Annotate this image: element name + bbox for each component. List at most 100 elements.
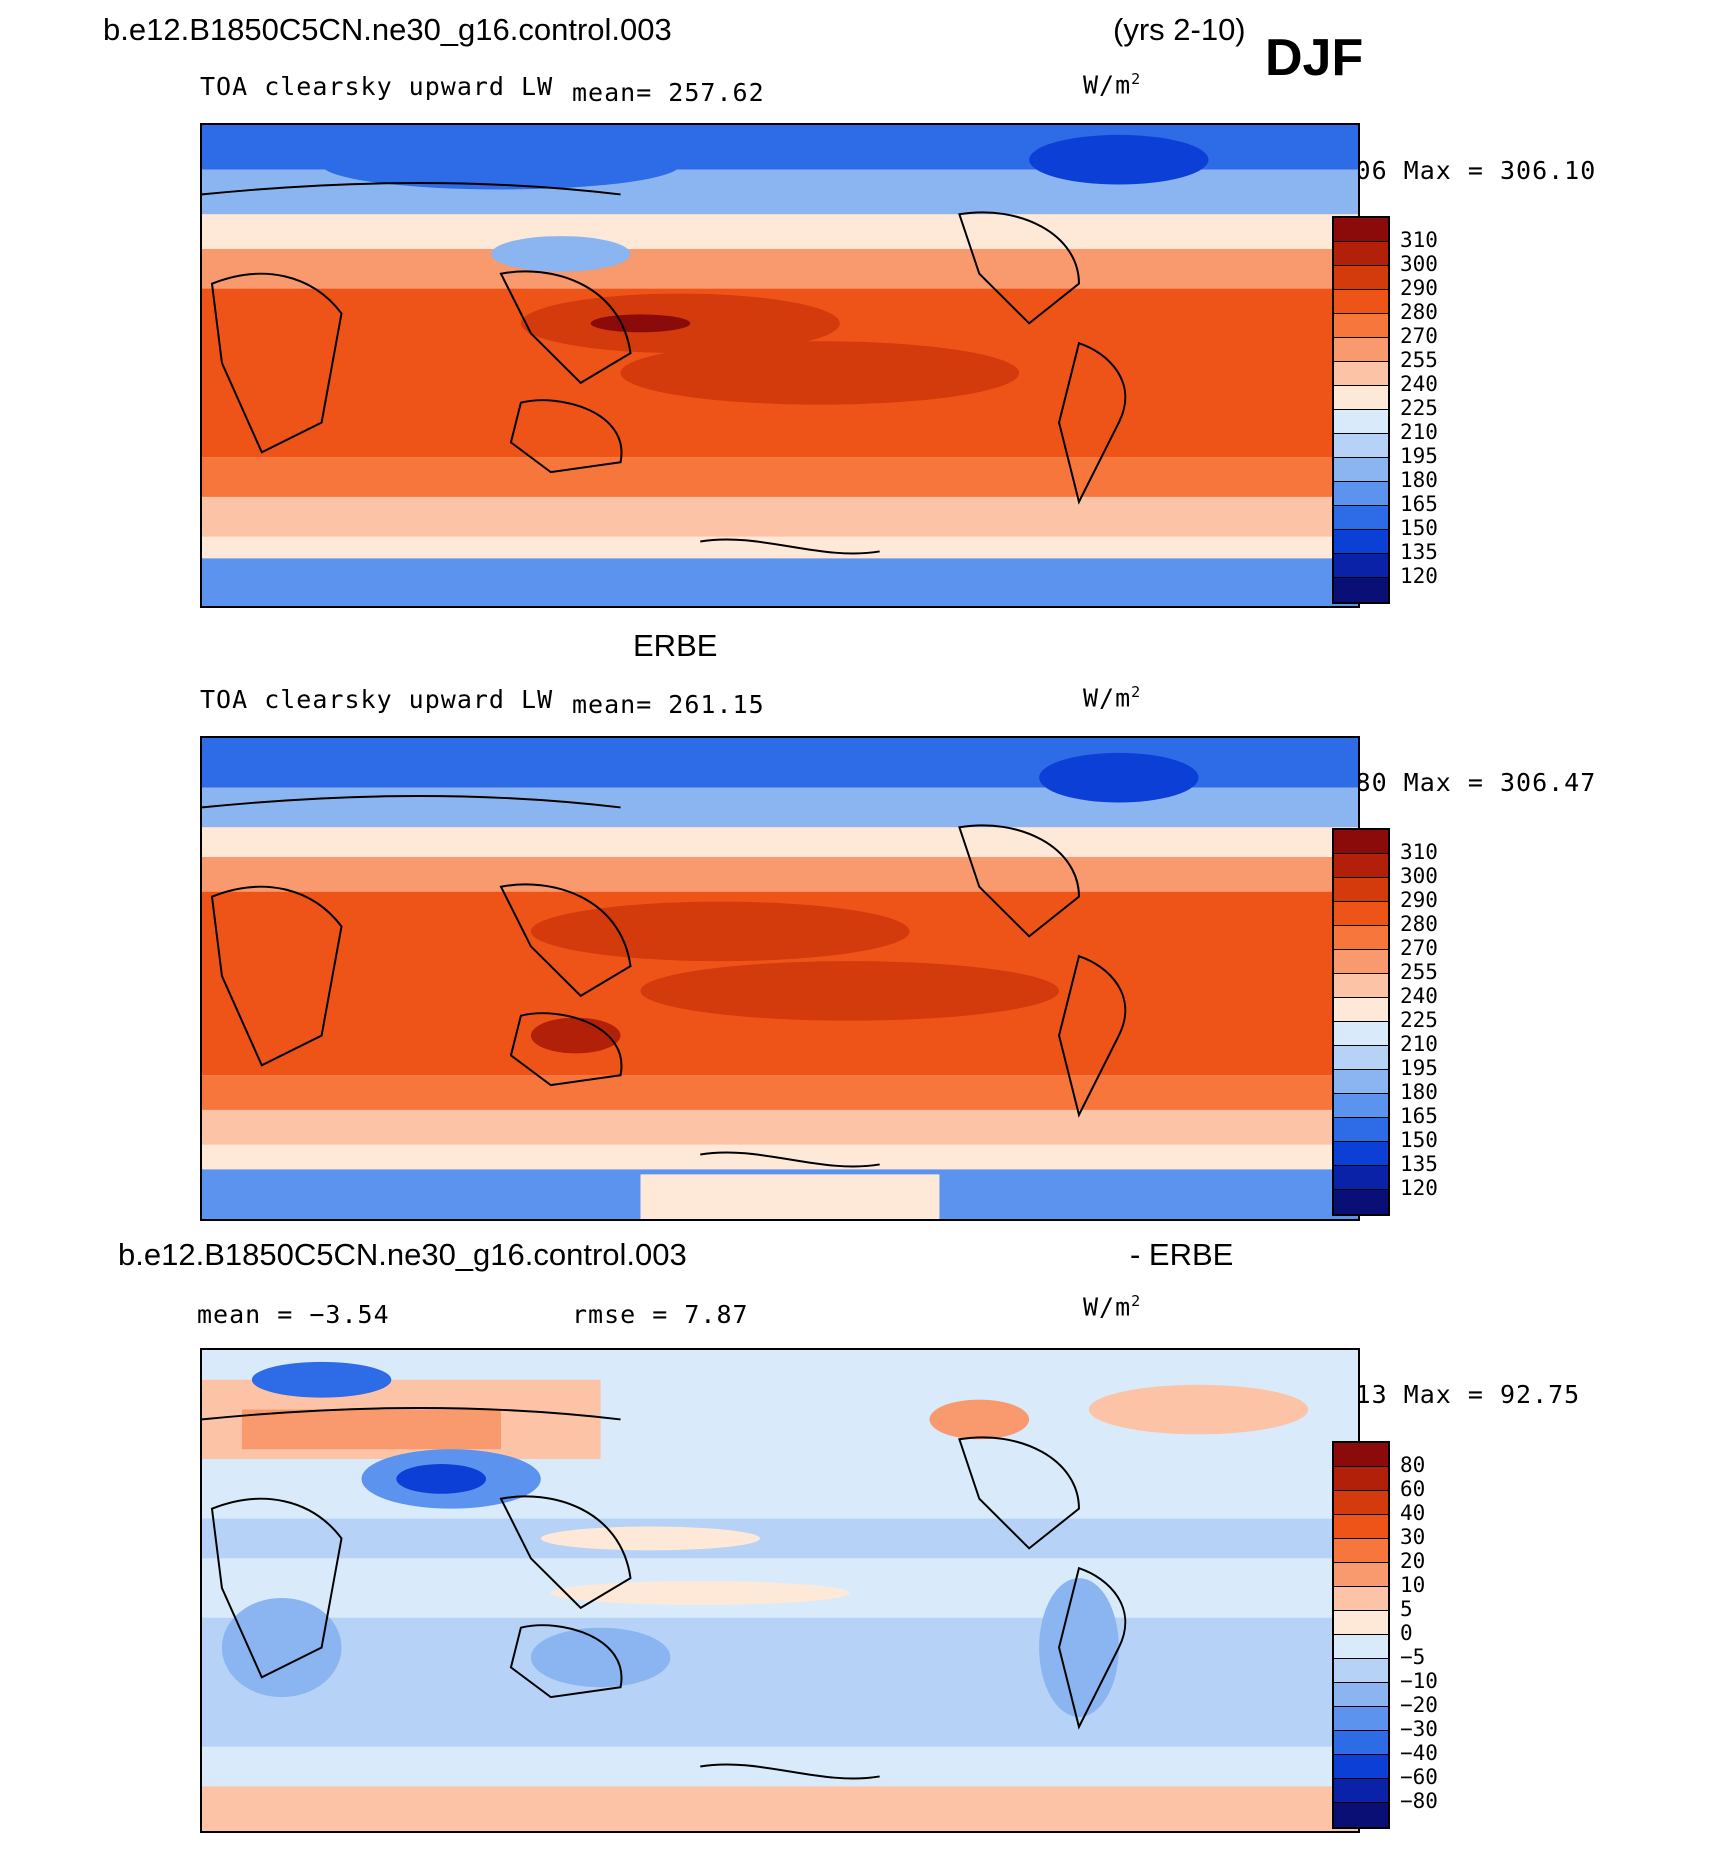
colorbar-segment <box>1334 1635 1388 1659</box>
colorbar-segment <box>1334 1190 1388 1214</box>
colorbar-segment <box>1334 1070 1388 1094</box>
colorbar-tick-label: 5 <box>1400 1597 1413 1621</box>
colorbar-segment <box>1334 1443 1388 1467</box>
colorbar-segment <box>1334 926 1388 950</box>
colorbar-tick-label: 280 <box>1400 300 1438 324</box>
colorbar-tick-label: 0 <box>1400 1621 1413 1645</box>
colorbar-tick-label: 300 <box>1400 864 1438 888</box>
colorbar-segment <box>1334 386 1388 410</box>
colorbar-tick-label: 30 <box>1400 1525 1426 1549</box>
colorbar-tick-label: 150 <box>1400 1128 1438 1152</box>
colorbar-tick-label: 60 <box>1400 1477 1426 1501</box>
colorbar-segment <box>1334 530 1388 554</box>
panel2-title: ERBE <box>633 628 718 663</box>
colorbar-tick-label: 255 <box>1400 960 1438 984</box>
colorbar-tick-label: −20 <box>1400 1693 1438 1717</box>
colorbar-tick-label: 290 <box>1400 276 1438 300</box>
colorbar-tick-label: 280 <box>1400 912 1438 936</box>
colorbar-tick-label: 210 <box>1400 1032 1438 1056</box>
colorbar-segment <box>1334 878 1388 902</box>
colorbar-tick-label: −30 <box>1400 1717 1438 1741</box>
colorbar-segment <box>1334 1731 1388 1755</box>
colorbar-segment <box>1334 578 1388 602</box>
colorbar-segment <box>1334 1779 1388 1803</box>
colorbar-erbe <box>1332 828 1390 1216</box>
colorbar-tick-label: 195 <box>1400 444 1438 468</box>
colorbar-segment <box>1334 902 1388 926</box>
colorbar-segment <box>1334 1166 1388 1190</box>
colorbar-segment <box>1334 1707 1388 1731</box>
panel3-units: W/m2 <box>1083 1292 1142 1322</box>
colorbar-segment <box>1334 1755 1388 1779</box>
colorbar-segment <box>1334 410 1388 434</box>
colorbar-tick-label: 10 <box>1400 1573 1426 1597</box>
colorbar-segment <box>1334 1491 1388 1515</box>
colorbar-segment <box>1334 266 1388 290</box>
colorbar-tick-label: 255 <box>1400 348 1438 372</box>
colorbar-segment <box>1334 950 1388 974</box>
colorbar-segment <box>1334 1022 1388 1046</box>
colorbar-tick-label: 165 <box>1400 1104 1438 1128</box>
colorbar-tick-label: 270 <box>1400 324 1438 348</box>
colorbar-segment <box>1334 1094 1388 1118</box>
colorbar-segment <box>1334 1659 1388 1683</box>
colorbar-segment <box>1334 974 1388 998</box>
panel1-mean: mean= 257.62 <box>572 78 765 107</box>
colorbar-segment <box>1334 290 1388 314</box>
map-difference <box>200 1348 1360 1833</box>
colorbar-tick-label: 120 <box>1400 1176 1438 1200</box>
colorbar-tick-label: 40 <box>1400 1501 1426 1525</box>
colorbar-erbe-labels: 310 300 290 280 270 255 240 225 210 195 180 165 150 1… <box>1400 840 1438 1200</box>
colorbar-tick-label: −5 <box>1400 1645 1426 1669</box>
panel1-units: W/m2 <box>1083 70 1142 100</box>
colorbar-tick-label: 310 <box>1400 228 1438 252</box>
colorbar-tick-label: −80 <box>1400 1789 1438 1813</box>
colorbar-segment <box>1334 362 1388 386</box>
colorbar-segment <box>1334 1142 1388 1166</box>
colorbar-segment <box>1334 998 1388 1022</box>
colorbar-tick-label: 240 <box>1400 984 1438 1008</box>
colorbar-segment <box>1334 854 1388 878</box>
colorbar-tick-label: 180 <box>1400 1080 1438 1104</box>
colorbar-segment <box>1334 434 1388 458</box>
colorbar-tick-label: 270 <box>1400 936 1438 960</box>
case-title: b.e12.B1850C5CN.ne30_g16.control.003 <box>103 12 672 47</box>
colorbar-segment <box>1334 1611 1388 1635</box>
colorbar-segment <box>1334 554 1388 578</box>
colorbar-model-labels: 310 300 290 280 270 255 240 225 210 195 180 165 150 1… <box>1400 228 1438 588</box>
colorbar-tick-label: −10 <box>1400 1669 1438 1693</box>
colorbar-segment <box>1334 1587 1388 1611</box>
colorbar-segment <box>1334 1683 1388 1707</box>
colorbar-segment <box>1334 830 1388 854</box>
colorbar-segment <box>1334 338 1388 362</box>
map-erbe <box>200 736 1360 1221</box>
colorbar-tick-label: 135 <box>1400 1152 1438 1176</box>
colorbar-tick-label: 290 <box>1400 888 1438 912</box>
colorbar-tick-label: 150 <box>1400 516 1438 540</box>
panel2-mean: mean= 261.15 <box>572 690 765 719</box>
colorbar-tick-label: 310 <box>1400 840 1438 864</box>
colorbar-segment <box>1334 1539 1388 1563</box>
colorbar-segment <box>1334 218 1388 242</box>
colorbar-segment <box>1334 1046 1388 1070</box>
years-label: (yrs 2-10) <box>1113 12 1246 47</box>
panel3-mean: mean = −3.54 <box>197 1300 390 1329</box>
colorbar-segment <box>1334 242 1388 266</box>
colorbar-segment <box>1334 314 1388 338</box>
colorbar-segment <box>1334 458 1388 482</box>
colorbar-tick-label: 180 <box>1400 468 1438 492</box>
colorbar-segment <box>1334 506 1388 530</box>
colorbar-tick-label: 240 <box>1400 372 1438 396</box>
colorbar-segment <box>1334 1803 1388 1827</box>
colorbar-segment <box>1334 1118 1388 1142</box>
panel2-variable: TOA clearsky upward LW <box>200 685 554 714</box>
panel3-title-left: b.e12.B1850C5CN.ne30_g16.control.003 <box>118 1237 687 1272</box>
panel2-units: W/m2 <box>1083 683 1142 713</box>
colorbar-tick-label: 225 <box>1400 1008 1438 1032</box>
map-model <box>200 123 1360 608</box>
colorbar-tick-label: 80 <box>1400 1453 1426 1477</box>
colorbar-segment <box>1334 1563 1388 1587</box>
colorbar-tick-label: 225 <box>1400 396 1438 420</box>
panel1-variable: TOA clearsky upward LW <box>200 72 554 101</box>
colorbar-tick-label: −60 <box>1400 1765 1438 1789</box>
